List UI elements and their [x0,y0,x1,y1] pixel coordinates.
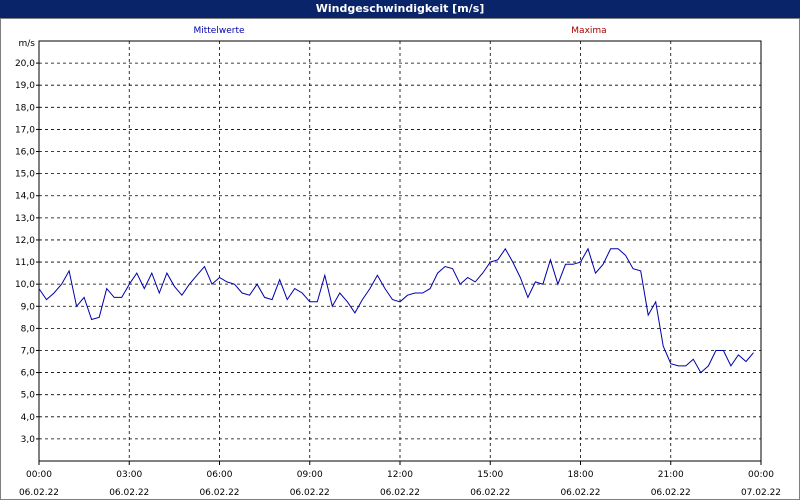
series [38,247,754,374]
x-tick-label-time: 12:00 [387,470,413,480]
y-tick-label: 6,0 [21,369,36,379]
y-tick-label: 19,0 [15,81,35,91]
grid [38,41,762,461]
x-tick-label-time: 00:00 [26,470,52,480]
x-tick-label-time: 18:00 [568,470,594,480]
y-tick-label: 20,0 [15,59,35,69]
x-tick-label-time: 06:00 [207,470,233,480]
y-tick-label: 3,0 [21,435,36,445]
y-tick-label: 18,0 [15,103,35,113]
y-tick-label: 12,0 [15,236,35,246]
y-tick-label: 15,0 [15,170,35,180]
chart-frame: 3,0 4,0 5,0 6,0 7,0 8,0 9,0 10,0 11,0 12,0 13,0 14,… [0,18,800,500]
x-tick-label-date: 06.02.22 [19,488,59,498]
series-line-mittelwerte [38,247,754,374]
chart-title: Windgeschwindigkeit [m/s] [0,0,800,18]
x-tick-label-time: 15:00 [477,470,503,480]
y-tick-label: 13,0 [15,214,35,224]
y-tick-label: 4,0 [21,413,36,423]
chart-svg: 3,0 4,0 5,0 6,0 7,0 8,0 9,0 10,0 11,0 12,0 13,0 14,… [15,26,781,498]
x-tick-label-date: 06.02.22 [199,488,239,498]
labels: 3,0 4,0 5,0 6,0 7,0 8,0 9,0 10,0 11,0 12,0 13,0 14,… [15,26,781,498]
axes [36,40,762,465]
y-axis-label: m/s [19,39,36,49]
y-tick-label: 11,0 [15,258,35,268]
y-tick-label: 5,0 [21,391,36,401]
x-tick-label-time: 00:00 [748,470,774,480]
x-tick-label-date: 06.02.22 [380,488,420,498]
x-tick-label-time: 09:00 [297,470,323,480]
x-tick-label-date: 06.02.22 [109,488,149,498]
legend-mittelwerte: Mittelwerte [193,26,244,36]
x-tick-label-time: 03:00 [116,470,142,480]
legend-maxima: Maxima [571,26,606,36]
x-tick-label-date: 07.02.22 [741,488,781,498]
y-tick-label: 7,0 [21,346,36,356]
y-tick-label: 10,0 [15,280,35,290]
y-tick-label: 8,0 [21,324,36,334]
y-tick-label: 9,0 [21,302,36,312]
x-tick-label-time: 21:00 [658,470,684,480]
x-tick-label-date: 06.02.22 [560,488,600,498]
x-tick-label-date: 06.02.22 [290,488,330,498]
y-tick-label: 16,0 [15,148,35,158]
y-tick-label: 17,0 [15,125,35,135]
x-tick-label-date: 06.02.22 [651,488,691,498]
x-tick-label-date: 06.02.22 [470,488,510,498]
y-tick-label: 14,0 [15,192,35,202]
